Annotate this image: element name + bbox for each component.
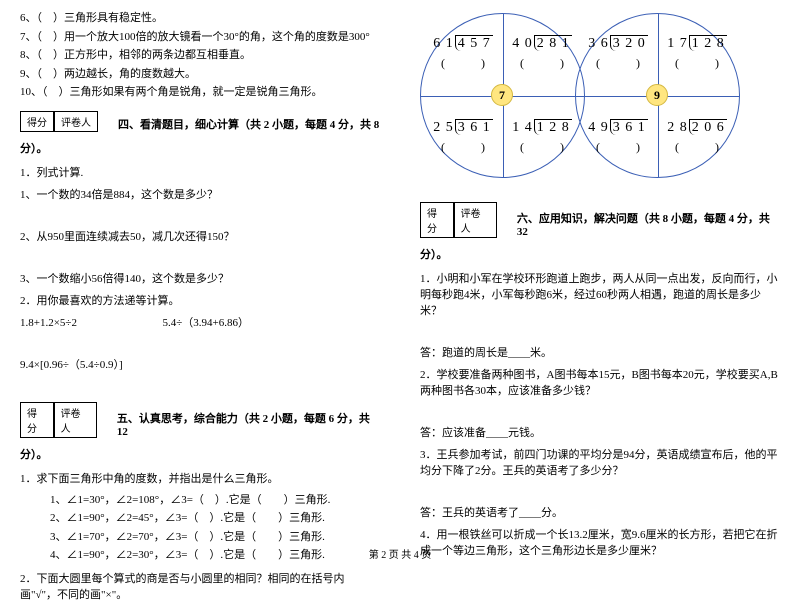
center-num-2: 9 bbox=[646, 84, 668, 106]
score-box: 得分 评卷人 bbox=[20, 402, 97, 438]
q2c: 9.4×[0.96÷（5.4÷0.9）] bbox=[20, 356, 380, 372]
reviewer-label: 评卷人 bbox=[454, 202, 497, 238]
reviewer-label: 评卷人 bbox=[54, 111, 98, 132]
score-label: 得分 bbox=[420, 202, 454, 238]
quad-tl: 3 63 2 0( ) bbox=[578, 36, 658, 71]
q1a: 1、一个数的34倍是884，这个数是多少？ bbox=[20, 186, 380, 202]
q6-2: 2．学校要准备两种图书，A图书每本15元，B图书每本20元，学校要买A,B两种图… bbox=[420, 366, 780, 398]
section-4-title: 四、看清题目，细心计算（共 2 小题，每题 4 分，共 8 bbox=[118, 116, 379, 132]
circles-diagram: 6 14 5 7( ) 4 02 8 1( ) 2 53 6 1( ) 1 41… bbox=[420, 13, 780, 173]
quad-bl: 4 93 6 1( ) bbox=[578, 120, 658, 155]
page-footer: 第 2 页 共 4 页 bbox=[0, 546, 800, 561]
section-5-title-cont: 分）。 bbox=[20, 446, 380, 462]
q6-1: 1．小明和小军在学校环形跑道上跑步，两人从同一点出发，反向而行，小明每秒跑4米，… bbox=[420, 270, 780, 318]
section-5-header: 得分 评卷人 五、认真思考，综合能力（共 2 小题，每题 6 分，共 12 bbox=[20, 402, 380, 438]
section-5-title: 五、认真思考，综合能力（共 2 小题，每题 6 分，共 12 bbox=[117, 410, 380, 438]
section-6-title: 六、应用知识，解决问题（共 8 小题，每题 4 分，共 32 bbox=[517, 210, 780, 238]
score-label: 得分 bbox=[20, 402, 54, 438]
reviewer-label: 评卷人 bbox=[54, 402, 97, 438]
quad-tr: 4 02 8 1( ) bbox=[502, 36, 582, 71]
a6-2: 答：应该准备____元钱。 bbox=[420, 424, 780, 440]
q5-1b: 2、∠1=90°，∠2=45°，∠3=（ ）.它是（ ）三角形. bbox=[50, 510, 380, 527]
score-label: 得分 bbox=[20, 111, 54, 132]
left-column: 6、（ ）三角形具有稳定性。 7、（ ）用一个放大100倍的放大镜看一个30°的… bbox=[0, 0, 400, 545]
score-box: 得分 评卷人 bbox=[20, 111, 98, 132]
q1c: 3、一个数缩小56倍得140，这个数是多少？ bbox=[20, 270, 380, 286]
judgment-item: 10、（ ）三角形如果有两个角是锐角，就一定是锐角三角形。 bbox=[20, 84, 380, 101]
a6-1: 答：跑道的周长是____米。 bbox=[420, 344, 780, 360]
quad-bl: 2 53 6 1( ) bbox=[423, 120, 503, 155]
q2b: 5.4÷（3.94+6.86） bbox=[162, 317, 249, 329]
judgment-item: 6、（ ）三角形具有稳定性。 bbox=[20, 10, 380, 27]
right-column: 6 14 5 7( ) 4 02 8 1( ) 2 53 6 1( ) 1 41… bbox=[400, 0, 800, 545]
q1b: 2、从950里面连续减去50，减几次还得150？ bbox=[20, 228, 380, 244]
score-box: 得分 评卷人 bbox=[420, 202, 497, 238]
q5-1: 1．求下面三角形中角的度数，并指出是什么三角形。 bbox=[20, 470, 380, 486]
q2-row: 1.8+1.2×5÷2 5.4÷（3.94+6.86） bbox=[20, 314, 380, 330]
q5-1c: 3、∠1=70°，∠2=70°，∠3=（ ）.它是（ ）三角形. bbox=[50, 529, 380, 546]
judgment-item: 8、（ ）正方形中，相邻的两条边都互相垂直。 bbox=[20, 47, 380, 64]
q2a: 1.8+1.2×5÷2 bbox=[20, 317, 77, 329]
section-4-title-cont: 分）。 bbox=[20, 140, 380, 156]
q5-2: 2．下面大圆里每个算式的商是否与小圆里的相同？相同的在括号内画"√"，不同的画"… bbox=[20, 570, 380, 602]
q2: 2．用你最喜欢的方法递等计算。 bbox=[20, 292, 380, 308]
quad-tr: 1 71 2 8( ) bbox=[657, 36, 737, 71]
judgment-item: 9、（ ）两边越长，角的度数越大。 bbox=[20, 66, 380, 83]
quad-tl: 6 14 5 7( ) bbox=[423, 36, 503, 71]
q5-1a: 1、∠1=30°，∠2=108°，∠3=（ ）.它是（ ）三角形. bbox=[50, 492, 380, 509]
section-6-title-cont: 分）。 bbox=[420, 246, 780, 262]
section-4-header: 得分 评卷人 四、看清题目，细心计算（共 2 小题，每题 4 分，共 8 bbox=[20, 111, 380, 132]
quad-br: 2 82 0 6( ) bbox=[657, 120, 737, 155]
a6-3: 答：王兵的英语考了____分。 bbox=[420, 504, 780, 520]
q6-3: 3．王兵参加考试，前四门功课的平均分是94分，英语成绩宣布后，他的平均分下降了2… bbox=[420, 446, 780, 478]
q1: 1．列式计算. bbox=[20, 164, 380, 180]
quad-br: 1 41 2 8( ) bbox=[502, 120, 582, 155]
judgment-item: 7、（ ）用一个放大100倍的放大镜看一个30°的角，这个角的度数是300° bbox=[20, 29, 380, 46]
center-num-1: 7 bbox=[491, 84, 513, 106]
section-6-header: 得分 评卷人 六、应用知识，解决问题（共 8 小题，每题 4 分，共 32 bbox=[420, 202, 780, 238]
